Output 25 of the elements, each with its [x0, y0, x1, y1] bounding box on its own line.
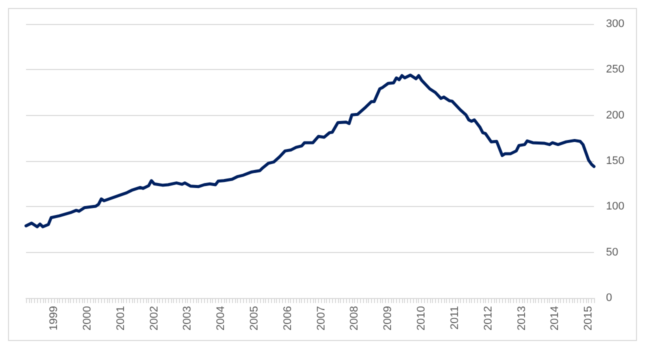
x-tick-label: 2003: [182, 306, 194, 330]
y-tick-label: 150: [606, 155, 624, 167]
line-series: [24, 74, 596, 228]
y-tick-label: 50: [606, 246, 618, 258]
x-tick-label: 2005: [248, 306, 261, 330]
y-tick-label: 250: [606, 64, 624, 76]
x-tick-label: 2015: [582, 306, 595, 330]
x-tick-label: 2014: [549, 306, 562, 330]
y-tick-label: 200: [606, 109, 624, 122]
x-tick-label: 2007: [315, 306, 328, 330]
x-tick-label: 2000: [81, 306, 94, 330]
y-tick-label: 0: [606, 292, 612, 304]
x-tick-label: 1999: [48, 306, 60, 330]
x-tick-label: 2011: [448, 306, 461, 330]
x-tick-label: 2004: [215, 306, 228, 330]
y-tick-label: 300: [606, 18, 624, 30]
x-tick-label: 2002: [148, 306, 160, 330]
x-tick-label: 2001: [114, 306, 127, 330]
y-tick-label: 100: [606, 200, 624, 213]
x-tick-label: 2009: [382, 306, 394, 330]
x-tick-label: 2012: [482, 306, 494, 330]
x-tick-label: 2010: [416, 306, 428, 330]
x-tick-label: 2006: [282, 306, 294, 330]
x-tick-label: 2008: [348, 306, 361, 330]
x-tick-label: 2013: [516, 306, 528, 330]
